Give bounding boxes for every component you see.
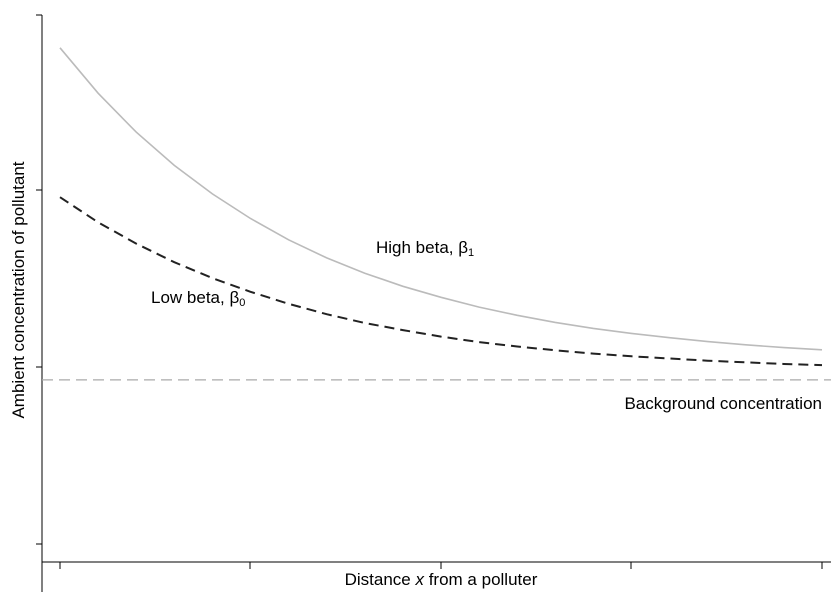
y-axis-label: Ambient concentration of pollutant [9, 161, 28, 418]
background-concentration-label: Background concentration [624, 394, 822, 413]
x-axis-ticks [59, 562, 823, 569]
x-axis-label-after: from a polluter [424, 570, 538, 589]
series-lines [59, 47, 823, 367]
low-beta-label: Low beta, β0 [151, 288, 245, 309]
x-axis-label-before: Distance [345, 570, 416, 589]
high-beta-label: High beta, β1 [376, 238, 474, 259]
x-axis-label: Distance x from a polluter [345, 570, 538, 589]
x-axis-label-var: x [414, 570, 424, 589]
series-labels: High beta, β1 Low beta, β0 [151, 238, 474, 309]
low-beta-line [59, 196, 823, 367]
y-axis-ticks [36, 14, 42, 545]
reference-lines: Background concentration [42, 379, 831, 413]
high-beta-line [59, 47, 823, 351]
